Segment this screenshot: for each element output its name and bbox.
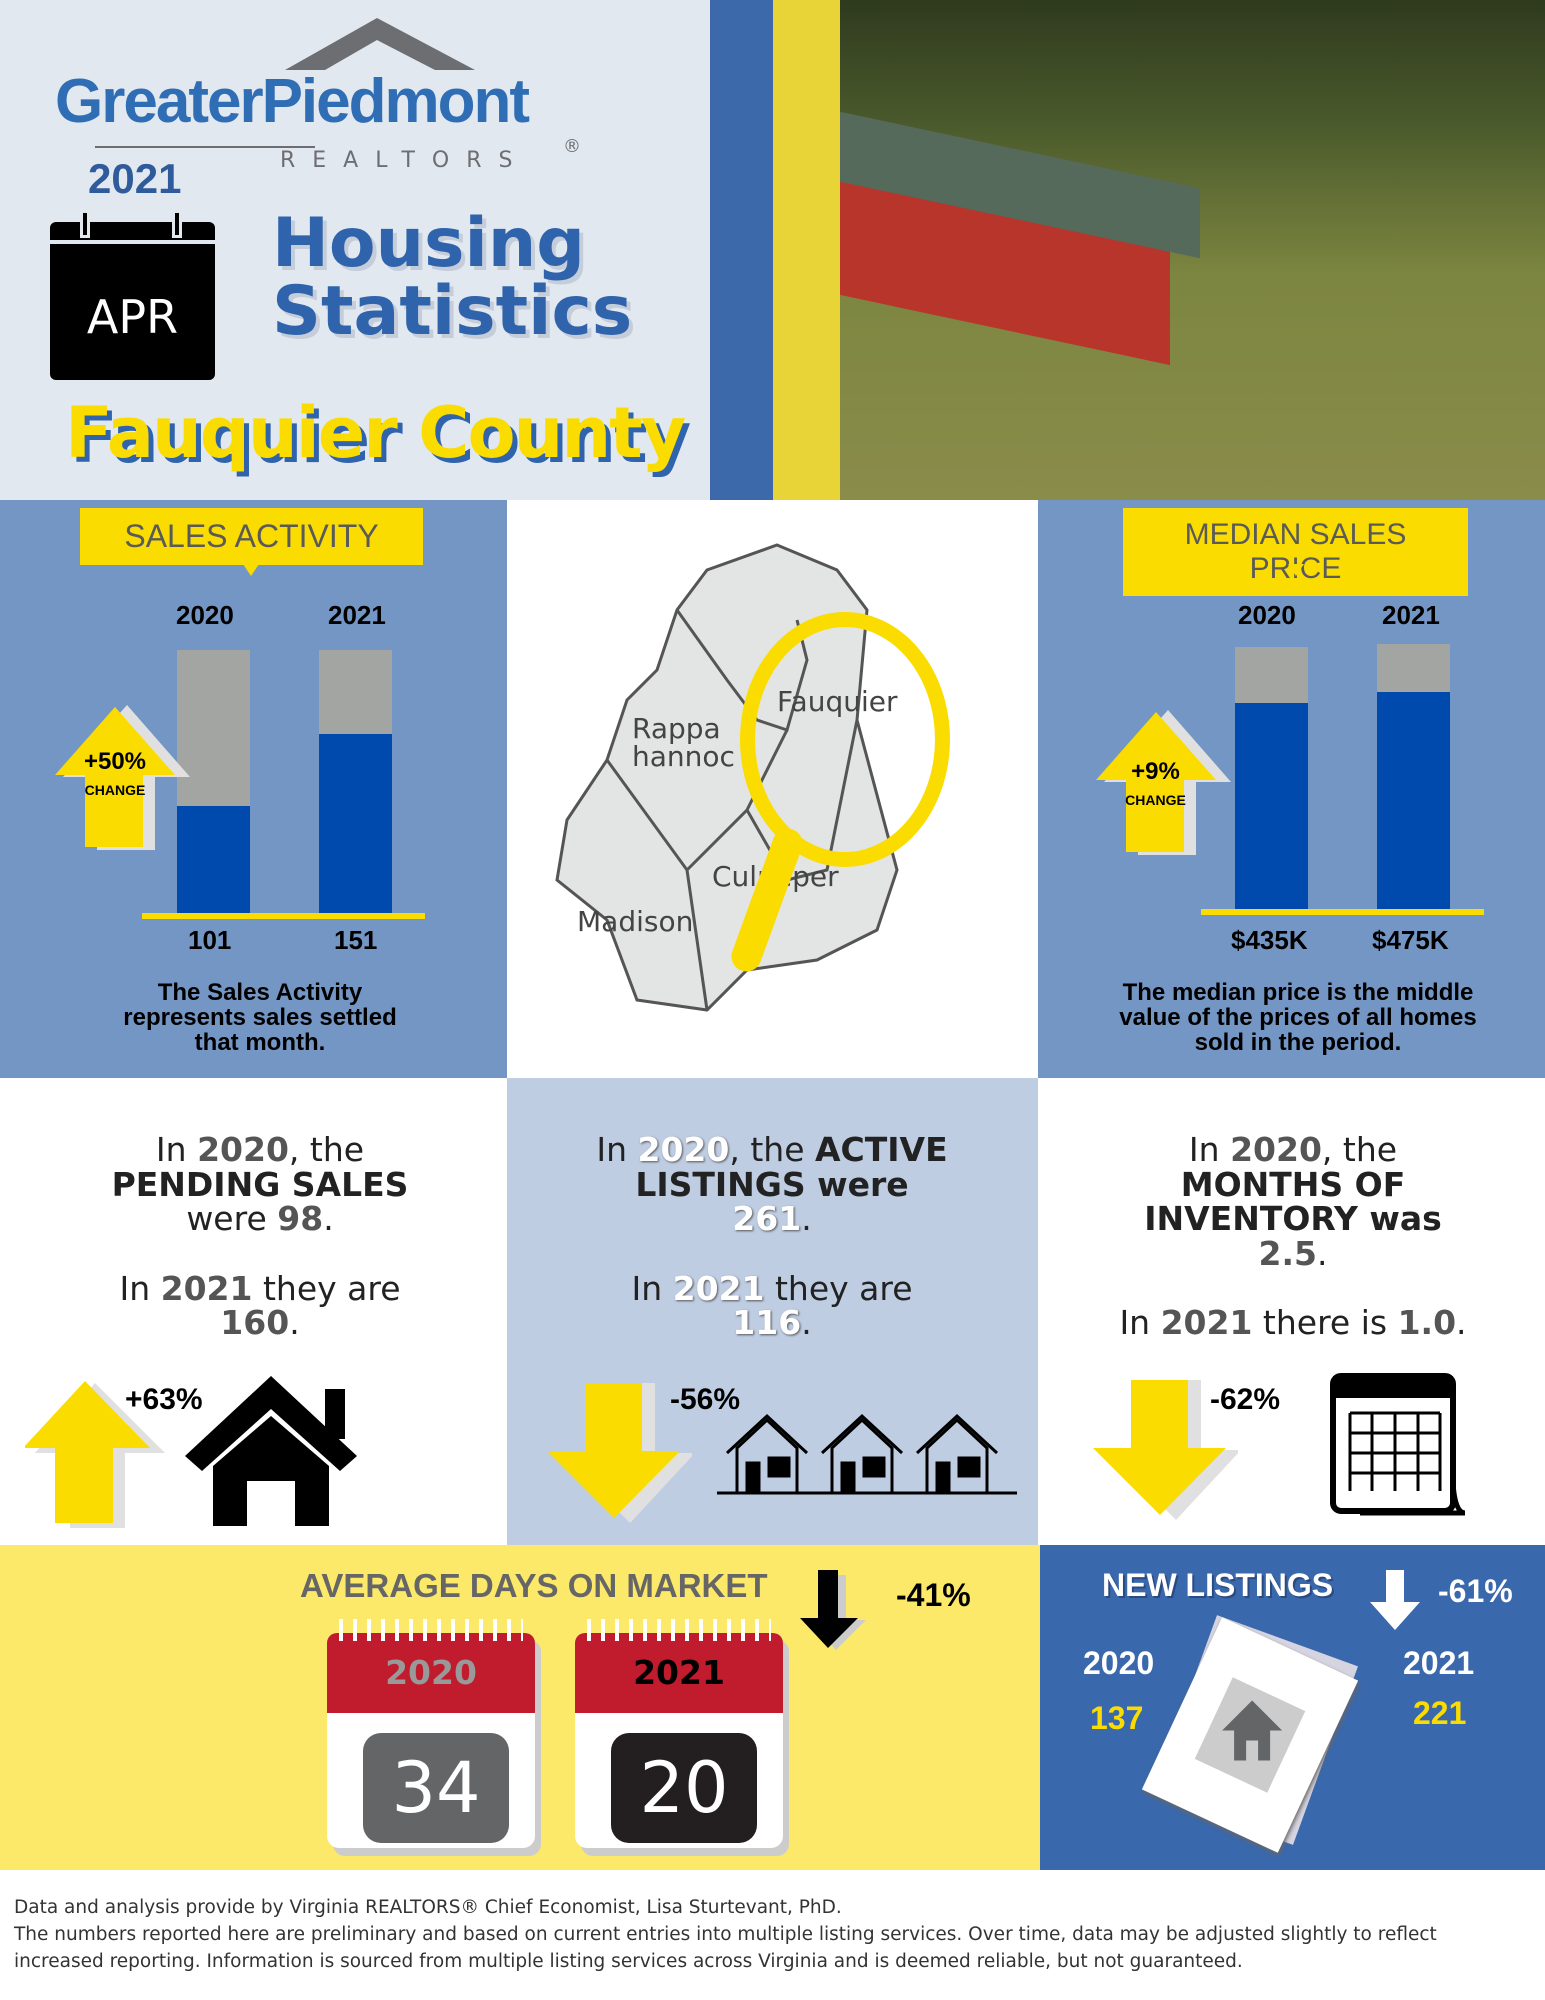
up-arrow-icon xyxy=(1096,710,1231,855)
median-price-panel: MEDIAN SALES PRICE 2020 2021 $435K $475K… xyxy=(1038,500,1545,1078)
months-inventory-panel: In 2020, the MONTHS OF INVENTORY was 2.5… xyxy=(1038,1078,1545,1545)
farmhouse-photo xyxy=(840,0,1545,500)
page-title: Housing Statistics xyxy=(272,204,633,351)
down-arrow-icon xyxy=(800,1570,866,1650)
bar-2020-value xyxy=(1235,703,1308,911)
median-price-label: MEDIAN SALES PRICE xyxy=(1123,508,1468,596)
sales-activity-label: SALES ACTIVITY xyxy=(80,508,423,565)
baseline xyxy=(1201,909,1484,915)
up-arrow-icon xyxy=(25,1381,165,1528)
house-icon xyxy=(185,1376,357,1526)
calendar-2020: 2020 34 xyxy=(327,1619,535,1848)
house-icon xyxy=(1222,1700,1283,1761)
active-listings-panel: In 2020, the ACTIVE LISTINGS were 261. I… xyxy=(507,1078,1038,1545)
down-arrow-icon xyxy=(547,1383,692,1523)
calendar-grid-icon xyxy=(1330,1373,1466,1516)
yellow-strip xyxy=(773,0,840,500)
new-listings-panel: NEW LISTINGS -61% 2020 137 2021 221 xyxy=(1040,1545,1545,1870)
houses-icon xyxy=(717,1413,1017,1495)
median-price-note: The median price is the middle value of … xyxy=(1119,979,1477,1057)
bar-2020-value xyxy=(177,806,250,914)
baseline xyxy=(142,913,425,919)
map-label-madison: Madison xyxy=(577,905,694,938)
bar-2021-value xyxy=(319,734,392,914)
down-arrow-icon xyxy=(1370,1570,1420,1630)
county-name: Fauquier County xyxy=(65,392,686,474)
calendar-icon: APR xyxy=(50,210,215,380)
report-month: APR xyxy=(86,290,179,344)
logo: GreaterPiedmont REALTORS ® xyxy=(55,18,595,173)
map-label-rappahannock: Rappa hannoc xyxy=(632,712,735,773)
days-on-market-panel: AVERAGE DAYS ON MARKET -41% 2020 34 2021… xyxy=(0,1545,1040,1870)
blue-strip xyxy=(710,0,773,500)
map-panel: Fauquier Rappa hannoc Culpeper Madison xyxy=(507,500,1038,1078)
sales-activity-panel: SALES ACTIVITY 2020 2021 101 151 +50% CH… xyxy=(0,500,507,1078)
up-arrow-icon xyxy=(55,705,190,850)
pending-sales-panel: In 2020, the PENDING SALES were 98. In 2… xyxy=(0,1078,507,1545)
bar-2021-value xyxy=(1377,692,1450,911)
report-year: 2021 xyxy=(88,155,182,202)
roof-icon xyxy=(285,18,475,70)
sales-activity-note: The Sales Activity represents sales sett… xyxy=(123,979,397,1057)
footer-note: Data and analysis provide by Virginia RE… xyxy=(14,1897,1437,1972)
magnifier-icon xyxy=(740,612,950,867)
down-arrow-icon xyxy=(1093,1380,1238,1520)
calendar-2021: 2021 20 xyxy=(575,1619,783,1848)
